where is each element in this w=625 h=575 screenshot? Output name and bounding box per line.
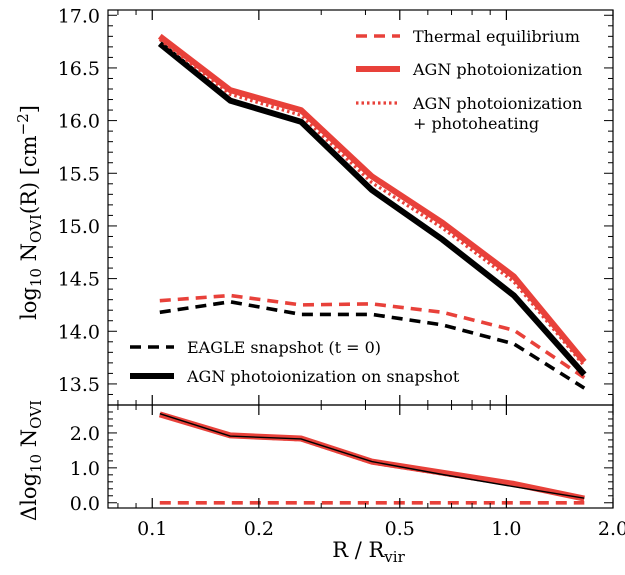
top-series-line-agn-photoionization-photoheating <box>158 38 586 368</box>
xtick-label: 0.1 <box>137 518 167 540</box>
top-panel-series <box>157 33 587 390</box>
bottom-y-axis-label: Δlog10 NOVI <box>17 400 45 521</box>
bottom-series-line-agn-photoionization-photoheating <box>159 413 585 501</box>
legend-agn-photoheating-label: AGN photoionization <box>412 94 582 113</box>
top-series-line-agn-photoionization <box>157 33 587 364</box>
top-series-line-agn-photoionization-on-snapshot <box>157 41 587 377</box>
top-series-line-thermal-equilibrium <box>159 293 586 380</box>
x-axis-label: R / Rvir <box>332 538 405 566</box>
top-ytick-label: 15.5 <box>58 163 100 185</box>
legend-eagle-snapshot-label: EAGLE snapshot (t = 0) <box>187 338 381 357</box>
top-y-axis-label: log10 NOVI(R) [cm−2] <box>14 105 45 320</box>
bottom-ytick-label: 1.0 <box>70 458 100 480</box>
top-ytick-label: 14.5 <box>58 269 100 291</box>
top-ytick-label: 14.0 <box>58 321 100 343</box>
top-ytick-label: 15.0 <box>58 216 100 238</box>
xtick-label: 0.2 <box>244 518 274 540</box>
top-ytick-label: 17.0 <box>58 5 100 27</box>
bottom-ytick-label: 0.0 <box>70 493 100 515</box>
bottom-series-line-agn-photoionization-on-snapshot <box>159 413 585 499</box>
bottom-panel-frame <box>107 404 614 509</box>
top-ytick-label: 16.5 <box>58 58 100 80</box>
top-ytick-label: 16.0 <box>58 111 100 133</box>
top-ytick-label: 13.5 <box>58 374 100 396</box>
legend-thermal-equilibrium-label: Thermal equilibrium <box>413 27 580 46</box>
xtick-label: 2.0 <box>598 518 625 540</box>
xtick-label: 0.5 <box>385 518 415 540</box>
bottom-ytick-label: 2.0 <box>70 423 100 445</box>
legend-agn-photoionization-label: AGN photoionization <box>412 60 582 79</box>
legend-agn-photoheating-label: + photoheating <box>413 114 539 133</box>
bottom-panel-series <box>158 411 585 505</box>
legend-agn-on-snapshot-label: AGN photoionization on snapshot <box>186 367 460 386</box>
xtick-label: 1.0 <box>491 518 521 540</box>
